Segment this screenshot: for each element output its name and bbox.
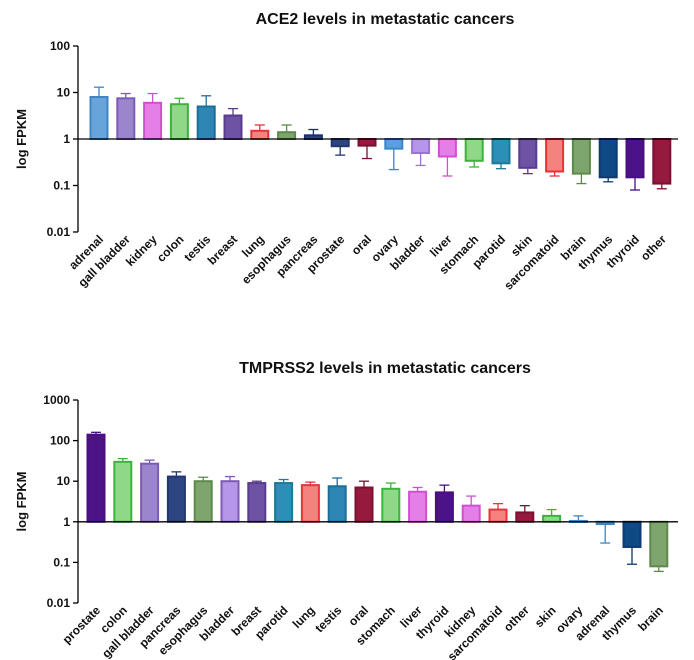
bar-liver: [408, 490, 428, 523]
bar-brain: [571, 138, 591, 175]
y-tick-label: 1000: [43, 393, 70, 407]
category-label: other: [501, 603, 532, 634]
bar-lung: [300, 484, 320, 523]
y-tick-label: 1: [63, 132, 70, 146]
bar-kidney: [461, 504, 481, 523]
category-label: other: [638, 232, 669, 263]
bar-esophagus: [277, 131, 297, 141]
category-label: testis: [312, 603, 344, 635]
bar-parotid: [274, 482, 294, 523]
bar-testis: [327, 485, 347, 523]
bar-colon: [169, 103, 189, 141]
category-label: brain: [635, 603, 666, 634]
y-tick-label: 0.01: [47, 225, 71, 239]
category-label: breast: [205, 232, 240, 267]
y-tick-label: 0.1: [53, 555, 70, 569]
bar-colon: [113, 460, 133, 523]
category-label: kidney: [123, 232, 160, 269]
bar-prostate: [86, 433, 106, 523]
y-tick-label: 0.01: [47, 596, 71, 610]
bar-stomach: [381, 487, 401, 523]
y-tick-label: 0.1: [53, 179, 70, 193]
bar-adrenal: [89, 96, 109, 140]
bar-gall-bladder: [140, 462, 160, 523]
bar-testis: [196, 105, 216, 140]
bar-oral: [354, 486, 374, 523]
bar-breast: [247, 482, 267, 523]
y-tick-label: 10: [57, 86, 71, 100]
bar-sarcomatoid: [545, 138, 565, 173]
y-tick-label: 1: [63, 515, 70, 529]
bar-gall-bladder: [116, 97, 136, 141]
bar-breast: [223, 114, 243, 141]
y-axis-label: log FPKM: [14, 109, 29, 169]
bar-thymus: [598, 138, 618, 179]
bar-parotid: [491, 138, 511, 165]
bar-skin: [518, 138, 538, 169]
category-label: colon: [154, 232, 187, 265]
bar-oral: [357, 138, 377, 147]
bar-other: [652, 138, 672, 185]
bar-esophagus: [193, 480, 213, 523]
bar-liver: [437, 138, 457, 158]
bar-ovary: [384, 138, 404, 150]
y-tick-label: 100: [50, 39, 70, 53]
bar-thymus: [622, 520, 642, 548]
ace2-chart: ACE2 levels in metastatic cancers log FPK…: [14, 11, 678, 293]
y-tick-label: 10: [57, 474, 71, 488]
bar-bladder: [411, 138, 431, 154]
y-axis-label: log FPKM: [14, 472, 29, 532]
bar-sarcomatoid: [488, 508, 508, 523]
bar-lung: [250, 129, 270, 140]
bar-other: [515, 511, 535, 523]
bar-bladder: [220, 480, 240, 523]
chart-title: ACE2 levels in metastatic cancers: [256, 11, 515, 28]
bar-skin: [542, 514, 562, 523]
bar-thyroid: [625, 138, 645, 179]
bar-stomach: [464, 138, 484, 162]
bar-brain: [649, 520, 669, 568]
bar-prostate: [330, 138, 350, 148]
chart-title: TMPRSS2 levels in metastatic cancers: [239, 360, 531, 377]
bar-thyroid: [434, 491, 454, 523]
y-tick-label: 100: [50, 434, 70, 448]
bar-kidney: [143, 101, 163, 140]
bar-pancreas: [166, 475, 186, 523]
tmprss2-chart: TMPRSS2 levels in metastatic cancers log …: [14, 360, 678, 660]
